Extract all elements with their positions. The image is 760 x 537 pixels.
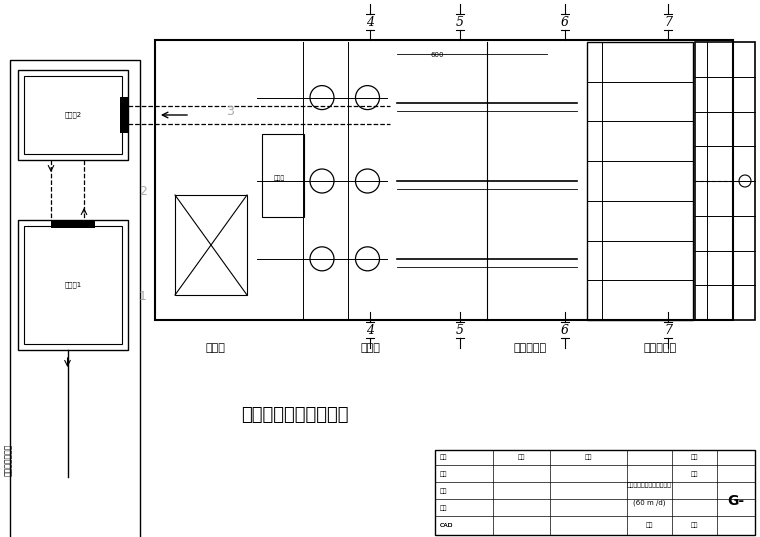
Bar (10, 60, 140, 537)
Text: 5: 5 (456, 16, 464, 28)
Bar (695, 42, 755, 320)
Text: 审核: 审核 (440, 505, 448, 511)
Bar (262, 134, 303, 217)
Text: (60 m /d): (60 m /d) (633, 499, 666, 506)
Text: 7: 7 (664, 323, 672, 337)
Text: 6: 6 (561, 16, 569, 28)
Bar (18, 70, 128, 160)
Bar (120, 97, 128, 133)
Text: 专业: 专业 (646, 523, 653, 528)
Bar (155, 40, 733, 320)
Bar (24, 226, 122, 344)
Text: 格栅泵2: 格栅泵2 (65, 112, 81, 118)
Bar (587, 42, 693, 320)
Text: 污泥脱水池: 污泥脱水池 (644, 343, 676, 353)
Text: 专项: 专项 (690, 455, 698, 460)
Bar (51, 220, 95, 228)
Text: 某高尔夫球场污水处理站图: 某高尔夫球场污水处理站图 (627, 483, 672, 489)
Text: 制者: 制者 (440, 455, 448, 460)
Text: 设计: 设计 (440, 471, 448, 477)
Text: 图名: 图名 (690, 471, 698, 477)
Text: G-: G- (727, 494, 744, 508)
Text: 600: 600 (430, 52, 444, 58)
Text: 接触氧化池: 接触氧化池 (514, 343, 546, 353)
Bar (24, 76, 122, 154)
Text: 2: 2 (139, 185, 147, 198)
Text: 签名: 签名 (518, 455, 525, 460)
Text: 比例: 比例 (690, 523, 698, 528)
Text: 调节池: 调节池 (205, 343, 225, 353)
Bar (175, 195, 247, 295)
Text: 校对: 校对 (440, 488, 448, 494)
Text: 6: 6 (561, 323, 569, 337)
Text: CAD: CAD (440, 523, 454, 528)
Text: 鼓风机: 鼓风机 (274, 176, 285, 181)
Text: 来自化粪池污水: 来自化粪池污水 (4, 444, 12, 476)
Text: 4: 4 (366, 16, 374, 28)
Text: 3: 3 (226, 105, 234, 118)
Text: 调蓄泵1: 调蓄泵1 (65, 282, 81, 288)
Text: 设备及管线平面布置图: 设备及管线平面布置图 (241, 406, 349, 424)
Bar (435, 450, 755, 535)
Bar (18, 220, 128, 350)
Text: 设备间: 设备间 (360, 343, 380, 353)
Text: 日期: 日期 (585, 455, 592, 460)
Text: 4: 4 (366, 323, 374, 337)
Text: 1: 1 (139, 290, 147, 303)
Text: 5: 5 (456, 323, 464, 337)
Text: 7: 7 (664, 16, 672, 28)
Text: CAD: CAD (440, 523, 454, 528)
